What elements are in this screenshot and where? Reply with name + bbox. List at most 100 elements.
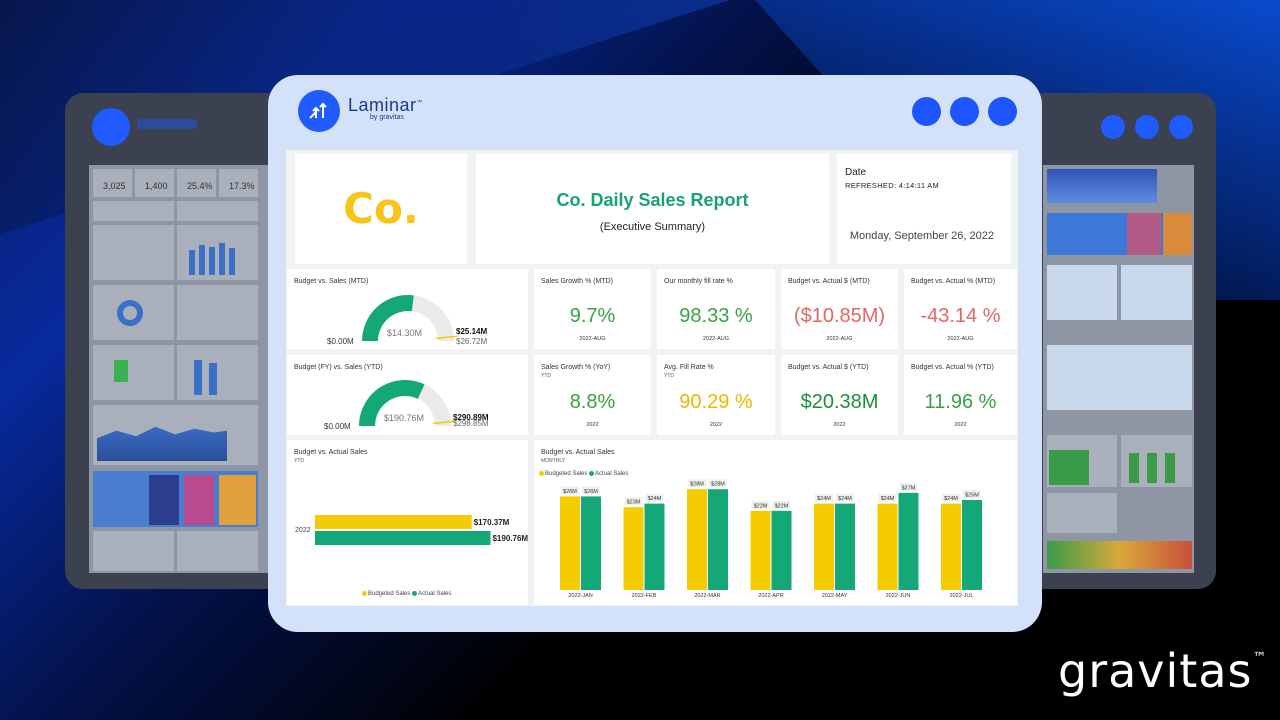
- mini-heatmap: [1047, 541, 1192, 569]
- mini-treemap: [1047, 493, 1117, 533]
- kpi-period: 2022-AUG: [579, 336, 606, 342]
- kpi-title: Avg. Fill Rate %: [664, 364, 714, 371]
- data-label: $170.37M: [474, 518, 510, 527]
- bar-actual: [835, 503, 855, 590]
- bar-actual: [898, 492, 919, 590]
- window-dot-icon[interactable]: [950, 97, 979, 126]
- kpi-value: -43.14 %: [920, 305, 1001, 327]
- main-window: Laminar™ by gravitas Co. Co. Daily Sales…: [268, 75, 1042, 632]
- mini-kpi-value: 17.3%: [229, 181, 255, 191]
- data-label-bg: [688, 479, 706, 488]
- gauge-chart-ytd: [359, 380, 455, 426]
- mini-treemap-block: [1049, 450, 1089, 485]
- data-label-bg: [772, 500, 791, 509]
- bar-budgeted: [623, 507, 644, 590]
- legend-budget: Budgeted Sales: [545, 471, 588, 478]
- mini-map: [177, 531, 258, 571]
- data-label-bg: [561, 486, 579, 495]
- kpi-card: Budget vs. Actual $ (YTD) $20.38M 2022: [781, 355, 898, 435]
- kpi-card: Sales Growth % (YoY) YTD 8.8% 2022: [534, 355, 651, 435]
- x-tick-label: 2022-APR: [758, 593, 783, 599]
- data-label-bg: [582, 486, 600, 495]
- legend-swatch-budget: [362, 591, 367, 596]
- gauge-value: $14.30M: [387, 328, 423, 338]
- gauge-target: $25.14M: [456, 327, 488, 336]
- data-label-bg: [815, 493, 833, 502]
- kpi-value: 8.8%: [569, 391, 616, 413]
- kpi-period: 2022: [954, 422, 967, 428]
- mini-bar: [209, 247, 215, 275]
- mini-treemap-block: [184, 475, 214, 525]
- data-label-bg: [751, 500, 770, 509]
- kpi-card: Avg. Fill Rate % YTD 90.29 % 2022: [657, 355, 775, 435]
- bar-budgeted: [687, 489, 707, 590]
- chart-legend: Budgeted Sales Actual Sales: [362, 591, 451, 597]
- legend-swatch-actual: [412, 591, 418, 596]
- kpi-period: 2022-AUG: [826, 336, 853, 342]
- date-label: Date: [845, 167, 867, 178]
- kpi-card: Budget vs. Actual % (YTD) 11.96 % 2022: [904, 355, 1017, 435]
- window-dot-icon[interactable]: [988, 97, 1017, 126]
- report-date: Monday, September 26, 2022: [849, 230, 994, 242]
- kpi-value: 9.7%: [569, 305, 616, 327]
- gauge-target-marker: [432, 420, 455, 425]
- kpi-period: 2022: [833, 422, 846, 428]
- gauge-chart-mtd: [362, 295, 458, 341]
- bar-actual: [315, 531, 491, 545]
- bar-actual: [581, 496, 601, 590]
- x-tick-label: 2022-MAY: [822, 593, 848, 599]
- kpi-title: Our monthly fill rate %: [664, 278, 733, 285]
- monthly-bar-chart: $26M $26M 2022-JAN $23M $24M 2022-FEB $28M $28M…: [560, 479, 982, 599]
- data-label: $25M: [965, 493, 979, 499]
- gauge-card-ytd: Budget (FY) vs. Sales (YTD) $0.00M $190.…: [287, 355, 528, 435]
- background-dashboard-right: [1043, 165, 1194, 573]
- laminar-logo-icon: [298, 90, 340, 132]
- mini-kpi-value: 3,025: [103, 181, 126, 191]
- mini-bar: [229, 248, 235, 275]
- kpi-value: 90.29 %: [679, 391, 753, 413]
- mini-map: [93, 531, 174, 571]
- x-tick-label: 2022-MAR: [694, 593, 720, 599]
- kpi-subtitle: YTD: [664, 373, 674, 379]
- mini-bar: [189, 250, 195, 275]
- trademark: ™: [416, 100, 424, 106]
- x-tick-label: 2022-JAN: [568, 593, 592, 599]
- trademark: ™: [1252, 650, 1268, 666]
- mini-bar: [209, 363, 217, 395]
- refreshed-time: REFRESHED: 4:14:11 AM: [845, 181, 940, 190]
- mini-kpi-card: 3,025: [93, 169, 132, 197]
- gauge-value: $190.76M: [384, 413, 425, 423]
- kpi-card: Budget vs. Actual % (MTD) -43.14 % 2022-…: [904, 269, 1017, 349]
- bar-budgeted: [560, 496, 580, 590]
- legend-swatch-budget: [539, 471, 544, 476]
- data-label: $24M: [881, 496, 895, 502]
- legend-actual: Actual Sales: [418, 591, 452, 598]
- chart-subtitle: MONTHLY: [541, 458, 566, 464]
- kpi-title: Budget vs. Actual % (YTD): [911, 364, 994, 371]
- mini-bar: [199, 245, 205, 275]
- data-label: $24M: [944, 496, 958, 502]
- gauge-card-mtd: Budget vs. Sales (MTD) $0.00M $14.30M $2…: [287, 269, 528, 349]
- mini-map: [1121, 265, 1192, 320]
- gravitas-wordmark: gravitas™: [1058, 644, 1268, 698]
- x-tick-label: 2022-FEB: [632, 593, 657, 599]
- window-dot-icon[interactable]: [912, 97, 941, 126]
- mini-kpi-card: 1,400: [135, 169, 174, 197]
- mini-bar: [194, 360, 202, 395]
- bar-budgeted: [750, 510, 771, 590]
- data-label: $22M: [775, 503, 789, 509]
- mini-kpi-card: 25.4%: [177, 169, 216, 197]
- laminar-logo: Laminar™ by gravitas: [348, 95, 423, 121]
- gauge-max: $298.85M: [453, 419, 489, 428]
- kpi-period: 2022: [586, 422, 599, 428]
- data-label-bg: [942, 493, 960, 502]
- company-logo: Co.: [343, 184, 419, 233]
- laminar-name: Laminar: [348, 95, 417, 115]
- mini-kpi-value: 1,400: [145, 181, 168, 191]
- mini-treemap-block: [149, 475, 179, 525]
- data-label: $24M: [817, 496, 831, 502]
- mini-table: [93, 345, 174, 400]
- bar-budgeted: [814, 503, 834, 590]
- category-label: 2022: [295, 527, 311, 534]
- data-label-bg: [709, 479, 727, 488]
